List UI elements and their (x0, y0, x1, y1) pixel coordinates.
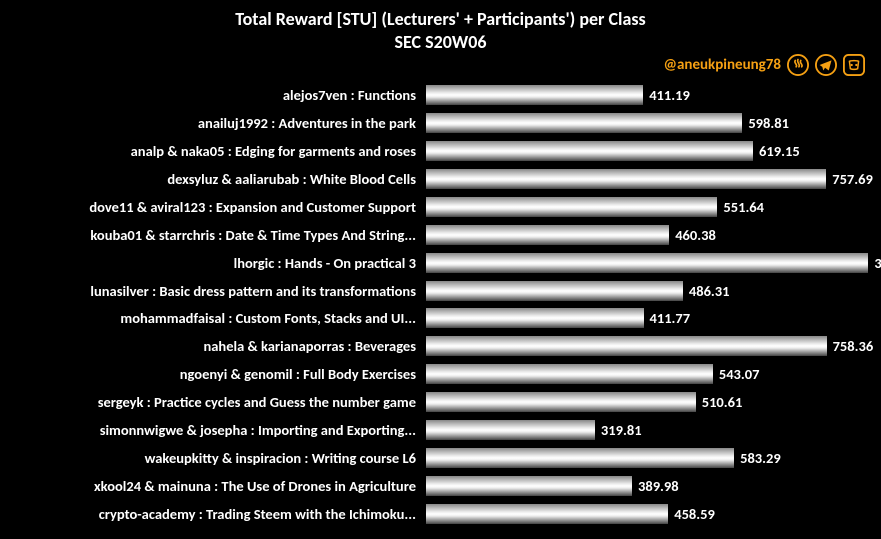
chart-row: crypto-academy : Trading Steem with the … (0, 501, 865, 527)
bar (426, 336, 827, 356)
bar (426, 476, 632, 496)
bar-cell: 458.59 (426, 504, 865, 524)
bar-value: 319.81 (601, 421, 642, 439)
bar (426, 113, 742, 133)
bar-value: 598.81 (748, 114, 789, 132)
row-label: dexsyluz & aaliarubab : White Blood Cell… (0, 170, 426, 188)
bar-value: 551.64 (723, 198, 764, 216)
chart-row: lunasilver : Basic dress pattern and its… (0, 278, 865, 304)
chart-row: dexsyluz & aaliarubab : White Blood Cell… (0, 166, 865, 192)
bar (426, 169, 826, 189)
row-label: alejos7ven : Functions (0, 86, 426, 104)
bar (426, 420, 595, 440)
chart-row: alejos7ven : Functions 411.19 (0, 82, 865, 108)
bar-value: 37.52 (874, 254, 881, 272)
row-label: sergeyk : Practice cycles and Guess the … (0, 393, 426, 411)
bar (426, 141, 753, 161)
bar-cell: 486.31 (426, 281, 865, 301)
row-label: lunasilver : Basic dress pattern and its… (0, 282, 426, 300)
row-label: analp & naka05 : Edging for garments and… (0, 142, 426, 160)
bar (426, 392, 696, 412)
chart-row: simonnwigwe & josepha : Importing and Ex… (0, 417, 865, 443)
bar-value: 619.15 (759, 142, 800, 160)
bar-cell: 543.07 (426, 364, 865, 384)
chart-title-block: Total Reward [STU] (Lecturers' + Partici… (0, 0, 881, 55)
row-label: ngoenyi & genomil : Full Body Exercises (0, 365, 426, 383)
bar (426, 85, 643, 105)
bar-cell: 37.52 (426, 253, 865, 273)
bar (426, 225, 669, 245)
bar-value: 411.77 (650, 309, 691, 327)
bar-value: 758.36 (833, 337, 874, 355)
bar-cell: 583.29 (426, 448, 865, 468)
bar-cell: 551.64 (426, 197, 865, 217)
bar (426, 197, 717, 217)
chart-row: lhorgic : Hands - On practical 337.52 (0, 250, 865, 276)
chart-row: analp & naka05 : Edging for garments and… (0, 138, 865, 164)
attribution-block: @aneukpineung78 (664, 54, 865, 76)
bar-value: 460.38 (675, 226, 716, 244)
bar (426, 308, 644, 328)
row-label: anailuj1992 : Adventures in the park (0, 114, 426, 132)
bar-cell: 598.81 (426, 113, 865, 133)
row-label: lhorgic : Hands - On practical 3 (0, 254, 426, 272)
bar (426, 448, 734, 468)
bar-cell: 389.98 (426, 476, 865, 496)
bar-cell: 411.19 (426, 85, 865, 105)
chart-row: sergeyk : Practice cycles and Guess the … (0, 389, 865, 415)
bar-cell: 619.15 (426, 141, 865, 161)
chart-row: ngoenyi & genomil : Full Body Exercises 5… (0, 361, 865, 387)
bar-value: 583.29 (740, 449, 781, 467)
bar-cell: 510.61 (426, 392, 865, 412)
title-line-1: Total Reward [STU] (Lecturers' + Partici… (0, 8, 881, 31)
chart-row: anailuj1992 : Adventures in the park 598.… (0, 110, 865, 136)
telegram-icon (815, 54, 837, 76)
row-label: nahela & karianaporras : Beverages (0, 337, 426, 355)
bar (426, 253, 868, 273)
row-label: xkool24 & mainuna : The Use of Drones in… (0, 477, 426, 495)
bar-value: 757.69 (832, 170, 873, 188)
row-label: simonnwigwe & josepha : Importing and Ex… (0, 421, 426, 439)
chart-row: kouba01 & starrchris : Date & Time Types… (0, 222, 865, 248)
chart-row: dove11 & aviral123 : Expansion and Custo… (0, 194, 865, 220)
attribution-handle: @aneukpineung78 (664, 56, 781, 74)
bar-value: 510.61 (702, 393, 743, 411)
row-label: wakeupkitty & inspiracion : Writing cour… (0, 449, 426, 467)
row-label: mohammadfaisal : Custom Fonts, Stacks an… (0, 309, 426, 327)
bar-value: 543.07 (719, 365, 760, 383)
bar (426, 364, 713, 384)
chart-row: mohammadfaisal : Custom Fonts, Stacks an… (0, 306, 865, 332)
bar-cell: 319.81 (426, 420, 865, 440)
discord-icon (843, 54, 865, 76)
bar-value: 458.59 (674, 505, 715, 523)
row-label: kouba01 & starrchris : Date & Time Types… (0, 226, 426, 244)
bar-cell: 411.77 (426, 308, 865, 328)
bar-value: 411.19 (649, 86, 690, 104)
bar (426, 281, 683, 301)
row-label: dove11 & aviral123 : Expansion and Custo… (0, 198, 426, 216)
bar-value: 486.31 (689, 282, 730, 300)
bar-cell: 757.69 (426, 169, 865, 189)
bar (426, 504, 668, 524)
bar-value: 389.98 (638, 477, 679, 495)
chart-row: nahela & karianaporras : Beverages758.36 (0, 333, 865, 359)
bar-cell: 460.38 (426, 225, 865, 245)
bar-cell: 758.36 (426, 336, 865, 356)
row-label: crypto-academy : Trading Steem with the … (0, 505, 426, 523)
chart-area: alejos7ven : Functions 411.19 anailuj1992 … (0, 82, 881, 527)
chart-row: wakeupkitty & inspiracion : Writing cour… (0, 445, 865, 471)
title-line-2: SEC S20W06 (0, 31, 881, 54)
chart-row: xkool24 & mainuna : The Use of Drones in… (0, 473, 865, 499)
steemit-icon (787, 54, 809, 76)
